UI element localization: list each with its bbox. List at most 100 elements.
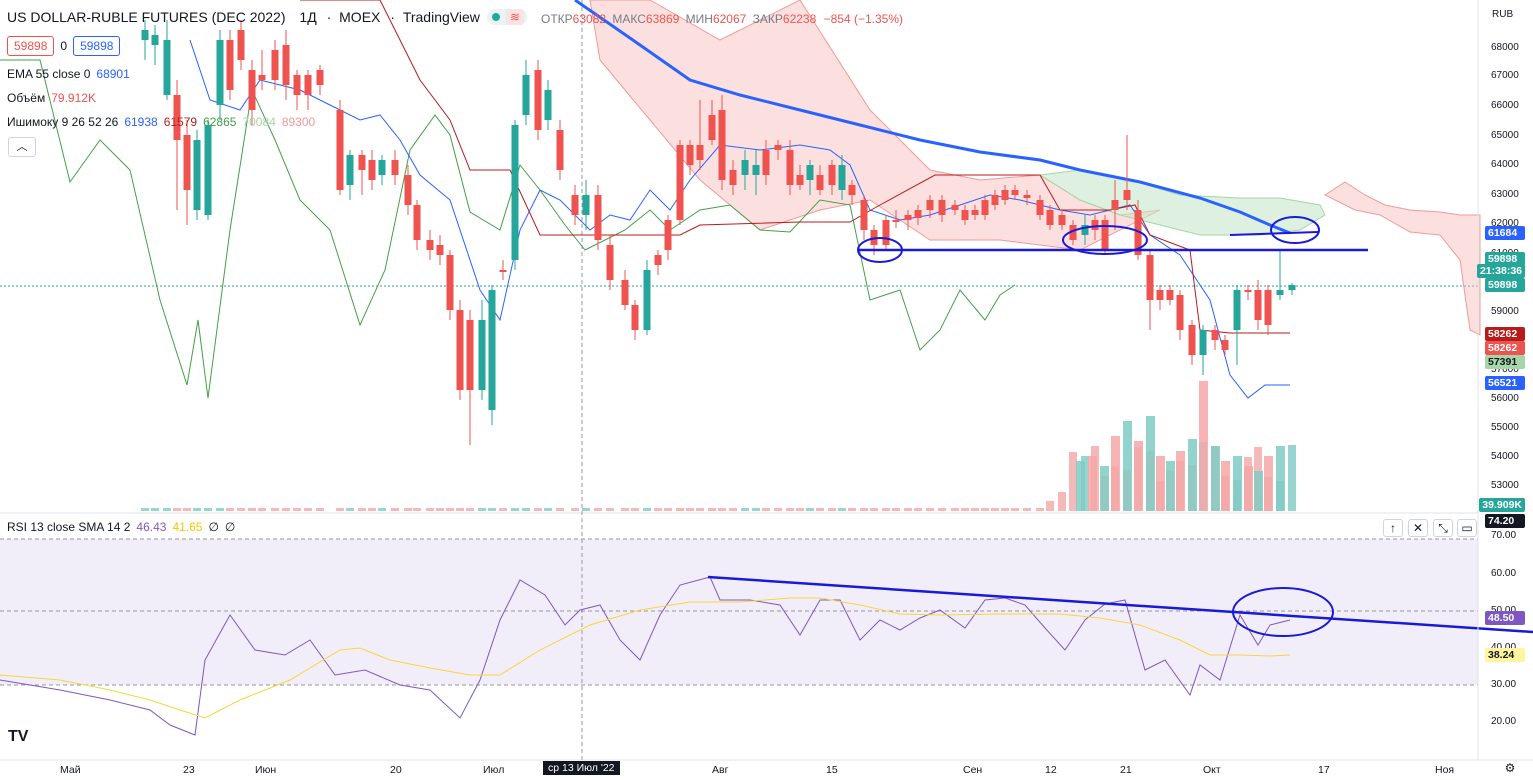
candle-body [1069,225,1077,240]
volume-bar [1146,416,1155,511]
drawn-circle-2 [1062,225,1148,255]
volume-bar [1134,441,1143,511]
volume-bar [606,508,614,511]
candle-body [466,320,474,390]
volume-bar [643,508,651,511]
volume-bar [971,508,979,511]
candle-body [237,30,245,60]
rsi-value-tag: 48.50 [1485,611,1525,625]
volume-bar [991,508,999,511]
sell-button[interactable]: 59898 [7,36,55,56]
volume-bar [1046,501,1054,511]
candle-body [904,215,912,220]
candle-body [141,30,149,40]
drawn-circle-3 [1270,216,1320,244]
volume-bar [838,508,846,511]
drawn-circle-rsi [1232,587,1334,637]
candle-body [796,175,804,185]
price-axis-label: 59000 [1491,306,1519,317]
candle-body [556,130,564,170]
volume-legend[interactable]: Объём 79.912K [7,91,96,105]
volume-bar [1076,461,1085,511]
candle-body [741,160,749,175]
candle-body [478,320,486,390]
rsi-axis-label: 30.00 [1491,679,1517,690]
volume-bar [358,508,366,511]
volume-bar [151,508,159,511]
candle-body [1233,290,1241,330]
order-qty[interactable]: 0 [60,39,68,53]
chevron-up-icon[interactable]: ︿ [8,137,36,157]
candle-body [1058,215,1066,225]
volume-bar [582,508,590,511]
maximize-icon[interactable]: ▭ [1457,519,1477,537]
candle-body [193,140,201,210]
candle-body [282,45,290,85]
candle-body [1199,330,1207,355]
candle-body [664,220,672,250]
ichimoku-lagging-span [0,59,1016,399]
candle-body [686,145,694,165]
candle-body [951,205,959,210]
volume-bar [522,508,530,511]
rsi-axis-label: 40.00 [1491,642,1516,653]
candle-body [594,195,602,240]
candle-body [358,155,366,170]
buy-button[interactable]: 59898 [73,36,121,56]
volume-bar [258,508,266,511]
candle-body [643,270,651,330]
ichimoku-legend[interactable]: Ишимоку 9 26 52 26 61938 61579 62865 700… [7,115,316,129]
candle-body [226,40,234,90]
candle-body [293,75,301,95]
interval[interactable]: 1Д [299,9,317,25]
symbol-title[interactable]: US DOLLAR-RUBLE FUTURES (DEC 2022) [7,9,286,25]
volume-bar [466,508,474,511]
candle-body [1091,220,1099,230]
volume-bar [391,508,399,511]
time-axis-label: 15 [826,764,838,776]
volume-bar [1111,436,1120,511]
candle-body [163,40,171,95]
candle-body [1244,290,1252,292]
price-axis-label: 57000 [1491,364,1519,375]
candle-body [914,210,922,218]
currency-label[interactable]: RUB [1492,9,1514,20]
candle-body [304,75,312,95]
ichimoku-cloud-bearish-right [1323,181,1481,336]
time-axis-label: Окт [1203,764,1221,776]
settings-gear-icon[interactable]: ⚙ [1504,761,1516,775]
market-status-badge[interactable]: ≋ [487,9,527,25]
volume-bar [478,508,486,511]
candle-body [892,220,900,222]
volume-bar [1276,446,1285,511]
volume-bar [1176,451,1185,511]
time-axis-label: 17 [1318,764,1330,776]
tradingview-logo[interactable]: TV [8,728,29,745]
close-icon[interactable]: ✕ [1408,519,1428,537]
candle-body [696,145,704,160]
price-tag: 59898 [1485,278,1525,292]
order-panel: 59898 0 59898 [7,36,121,56]
time-axis-label: 23 [183,764,195,776]
time-axis-label: 20 [390,764,402,776]
price-axis-label: 67000 [1491,70,1519,81]
candle-body [216,40,224,105]
expand-icon[interactable]: ⤡ [1433,519,1453,537]
volume-bar [1069,452,1077,511]
volume-bar [1156,456,1165,511]
price-axis-label: 54000 [1491,451,1519,462]
volume-bar [544,508,552,511]
arrow-up-icon[interactable]: ↑ [1383,519,1403,537]
volume-bar [456,508,464,511]
candle-body [391,160,399,175]
candle-body [971,210,979,215]
ema-legend[interactable]: EMA 55 close 0 68901 [7,67,130,81]
rsi-legend[interactable]: RSI 13 close SMA 14 2 46.43 41.65 ∅ ∅ [7,520,236,534]
rsi-sma-tag: 38.24 [1485,648,1525,662]
rsi-axis-label: 70.00 [1491,530,1517,541]
price-axis-label: 65000 [1491,130,1519,141]
candle-body [346,155,354,185]
volume-bar [1088,456,1097,511]
